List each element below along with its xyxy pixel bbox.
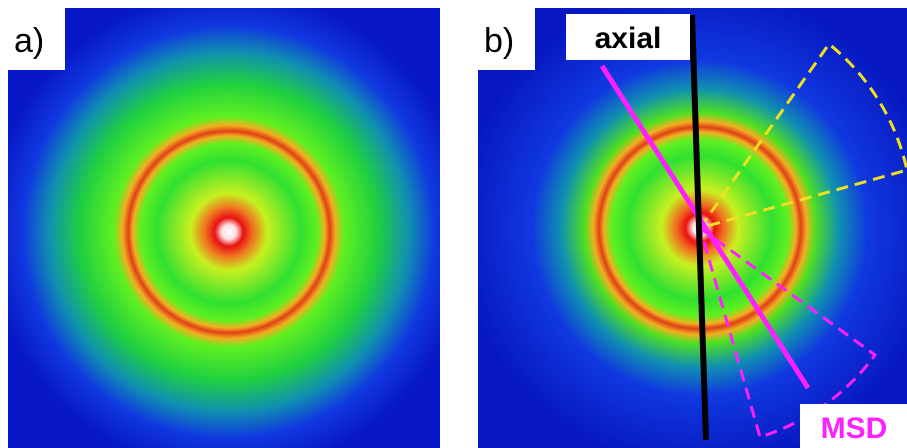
axial-line [689, 14, 709, 441]
msd-label: MSD [821, 412, 888, 445]
axial-label: axial [595, 22, 662, 55]
msd-line [599, 64, 811, 390]
yellow-sector [696, 41, 907, 231]
panel-label: a) [14, 22, 44, 60]
axial-box [566, 14, 690, 60]
panel-b: b) axial MSD [478, 8, 907, 448]
diffraction-image [8, 8, 440, 448]
msd-box [800, 404, 907, 448]
label-box [478, 8, 535, 70]
label-box [8, 8, 65, 70]
panel-label: b) [484, 22, 514, 60]
panel-a: a) [8, 8, 440, 448]
